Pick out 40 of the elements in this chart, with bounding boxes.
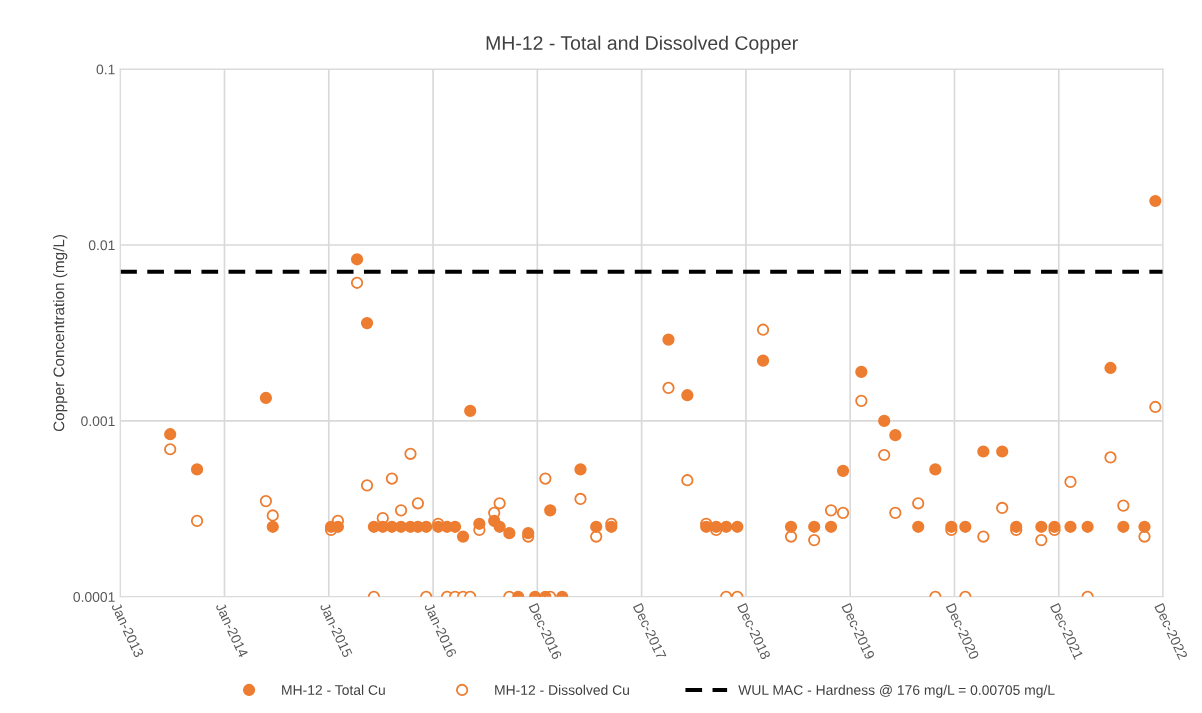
point xyxy=(404,447,417,460)
y-axis-title: Copper Concentration (mg/L) xyxy=(53,234,68,432)
point xyxy=(1104,451,1117,464)
point xyxy=(394,504,408,517)
point xyxy=(808,533,821,547)
legend-label: MH-12 - Dissolved Cu xyxy=(495,684,629,695)
point xyxy=(1149,400,1162,414)
point xyxy=(360,479,374,492)
point xyxy=(259,494,273,508)
point xyxy=(977,530,990,543)
point xyxy=(385,472,399,485)
point xyxy=(493,497,506,510)
point xyxy=(662,381,675,395)
point xyxy=(539,472,552,485)
y-tick-label: 0.0001 xyxy=(73,592,115,602)
point xyxy=(164,443,177,456)
point xyxy=(889,506,902,519)
point xyxy=(681,474,694,487)
point xyxy=(855,394,868,407)
chart-title: MH-12 - Total and Dissolved Copper xyxy=(486,35,798,54)
point xyxy=(1117,499,1130,512)
y-tick-label: 0.01 xyxy=(88,240,115,251)
point xyxy=(411,497,425,510)
point xyxy=(756,323,770,336)
point xyxy=(824,504,838,517)
y-tick-label: 0.001 xyxy=(81,416,115,427)
point xyxy=(836,506,850,519)
point xyxy=(574,492,587,506)
point xyxy=(912,497,925,510)
point xyxy=(590,530,603,543)
point xyxy=(1035,533,1048,547)
point xyxy=(878,448,891,462)
point xyxy=(1064,475,1077,489)
legend-label: WUL MAC - Hardness @ 176 mg/L = 0.00705 mg/L xyxy=(738,684,1055,698)
point xyxy=(996,501,1009,515)
point xyxy=(266,509,279,522)
y-tick-label: 0.1 xyxy=(96,64,115,75)
legend-label: MH-12 - Total Cu xyxy=(282,684,385,695)
point xyxy=(190,514,204,528)
point xyxy=(350,276,364,289)
